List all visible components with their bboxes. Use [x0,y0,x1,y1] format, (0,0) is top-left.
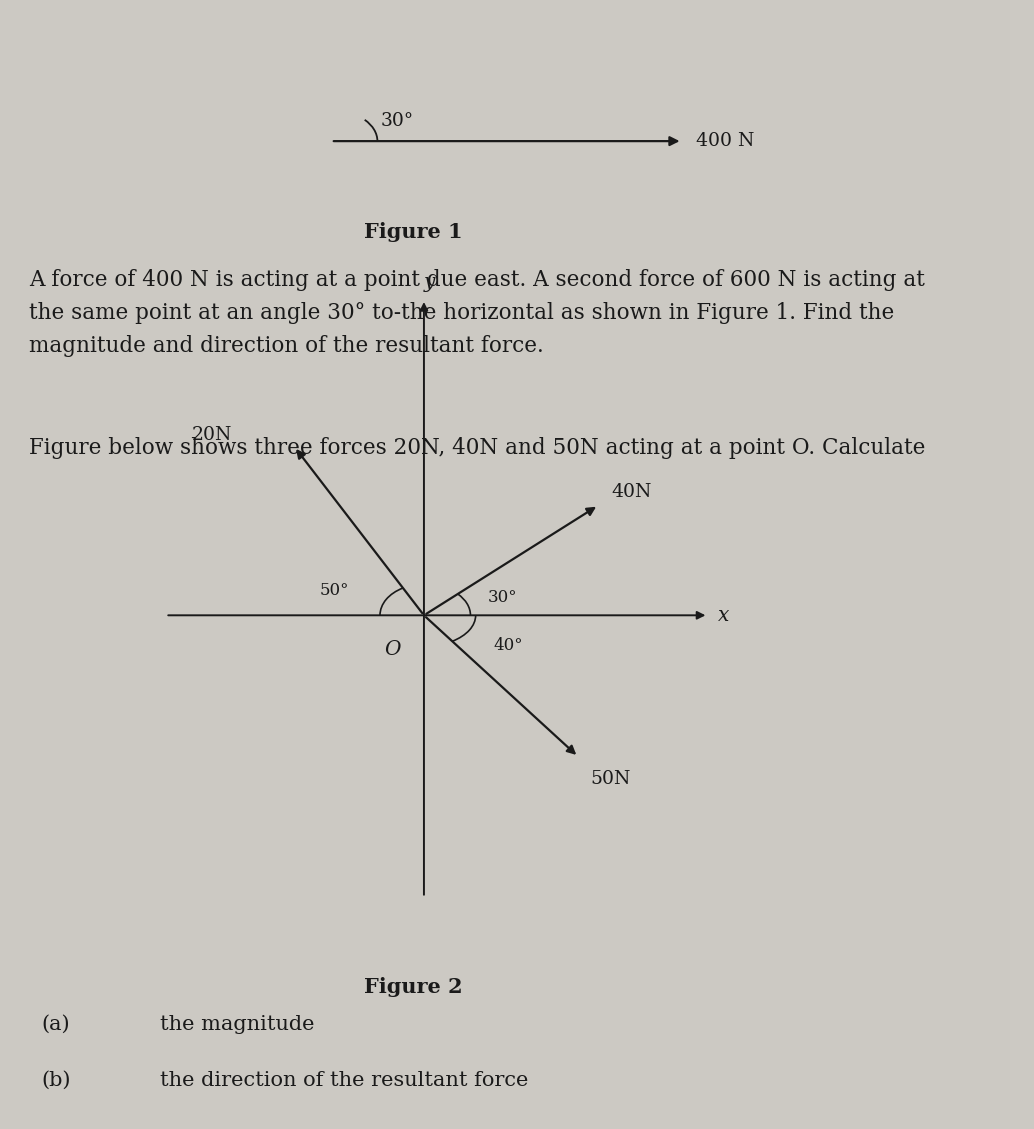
Text: A force of 400 N is acting at a point due east. A second force of 600 N is actin: A force of 400 N is acting at a point du… [29,269,924,357]
Text: Figure 1: Figure 1 [364,222,463,243]
Text: 40°: 40° [493,637,523,655]
Text: (b): (b) [41,1071,71,1089]
Text: 50N: 50N [590,770,631,788]
Text: 30°: 30° [381,112,414,130]
Text: Figure below shows three forces 20N, 40N and 50N acting at a point O. Calculate: Figure below shows three forces 20N, 40N… [29,437,925,458]
Text: O: O [385,640,401,659]
Text: 400 N: 400 N [696,132,754,150]
Text: 40N: 40N [611,483,651,500]
Text: 50°: 50° [320,581,349,599]
Text: y: y [423,273,435,291]
Text: 20N: 20N [192,427,233,445]
Text: x: x [718,606,730,624]
Text: the magnitude: the magnitude [160,1015,314,1033]
Text: (a): (a) [41,1015,70,1033]
Text: the direction of the resultant force: the direction of the resultant force [160,1071,528,1089]
Text: Figure 2: Figure 2 [364,977,463,997]
Text: 30°: 30° [488,588,518,606]
